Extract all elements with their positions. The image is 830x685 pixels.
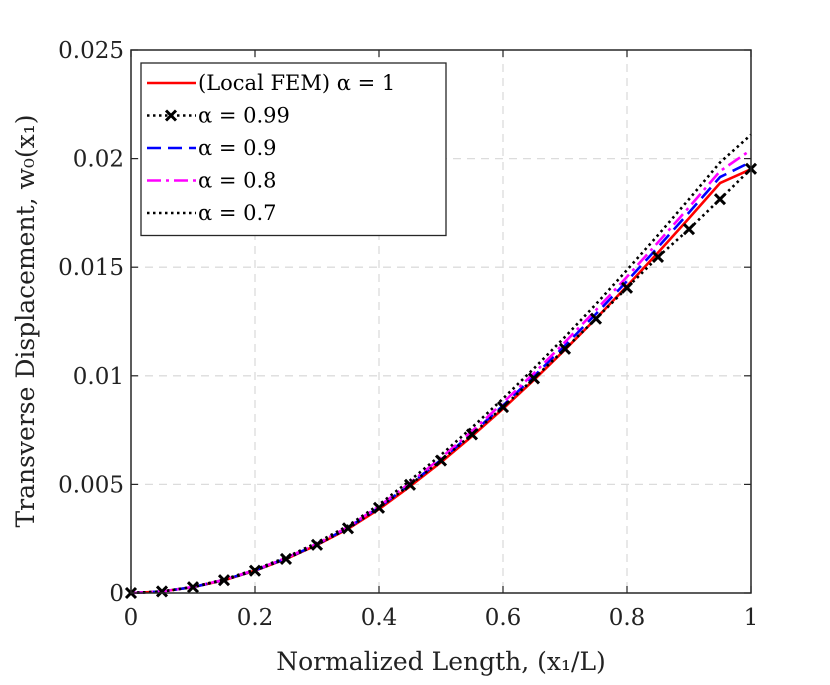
series-1-marker (527, 372, 541, 385)
y-tick-label: 0.005 (58, 472, 124, 498)
series-line-3 (130, 148, 752, 595)
y-tick-label: 0.01 (73, 364, 124, 390)
series-1-marker (496, 401, 510, 414)
x-tick-label: 0.4 (361, 605, 398, 631)
series-1-marker (713, 193, 727, 206)
legend: (Local FEM) α = 1 α = 0.99 α = 0.9 α = 0.8 α… (140, 62, 447, 237)
axes-box (130, 49, 752, 594)
series-1-marker (620, 281, 634, 294)
series-1-marker (682, 223, 696, 236)
series-1-marker (155, 585, 169, 598)
series-1-marker (186, 581, 200, 594)
series-1-marker (465, 428, 479, 441)
series-1-marker (403, 478, 417, 491)
series-1-marker (589, 312, 603, 325)
x-tick-label: 0.6 (485, 605, 522, 631)
series-1-marker (558, 342, 572, 355)
series-1-marker (279, 552, 293, 565)
y-tick-label: 0.02 (73, 147, 124, 173)
x-tick-label: 1 (744, 605, 759, 631)
x-tick-label: 0.8 (609, 605, 646, 631)
legend-label-4: α = 0.7 (198, 201, 277, 225)
ticks: 0 0.2 0.4 0.6 0.8 1 0 0.005 0.01 0.015 0.02 0.025 (58, 38, 758, 631)
series-1-marker (248, 564, 262, 577)
series-1-marker (310, 538, 324, 551)
series-1-marker (217, 574, 231, 587)
x-axis-label: Normalized Length, (x₁/L) (276, 647, 606, 676)
y-tick-label: 0.015 (58, 255, 124, 281)
y-axis-label: Transverse Displacement, w₀(x₁) (11, 114, 40, 527)
legend-label-2: α = 0.9 (198, 136, 277, 160)
y-tick-label: 0 (109, 581, 124, 607)
legend-marker-1 (164, 109, 178, 122)
series-1-marker (434, 454, 448, 467)
series-1-marker (372, 501, 386, 514)
legend-label-3: α = 0.8 (198, 169, 277, 193)
legend-label-0: (Local FEM) α = 1 (198, 71, 395, 95)
series-1-marker (341, 522, 355, 535)
x-tick-label: 0.2 (237, 605, 274, 631)
legend-label-1: α = 0.99 (198, 104, 290, 128)
series-1-marker (651, 250, 665, 264)
y-tick-label: 0.025 (58, 38, 124, 64)
x-tick-label: 0 (124, 605, 139, 631)
